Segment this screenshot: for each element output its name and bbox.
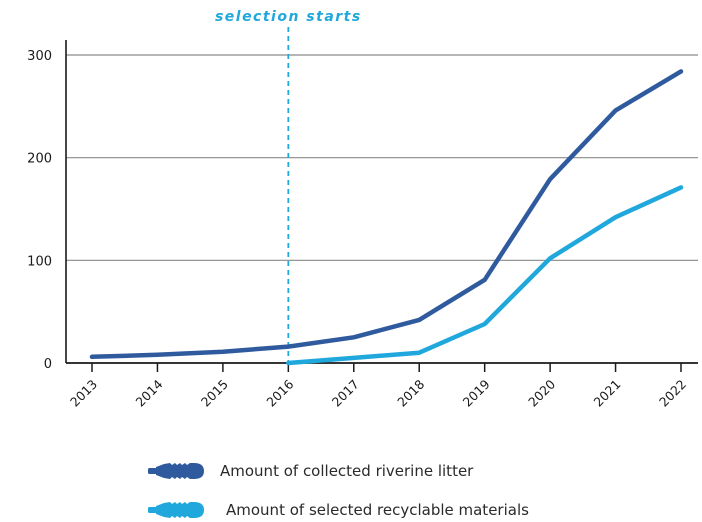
y-tick-label: 0 bbox=[44, 357, 52, 372]
legend-label-0: Amount of collected riverine litter bbox=[220, 462, 474, 480]
series-line-0 bbox=[89, 69, 684, 360]
x-tick-label: 2015 bbox=[198, 377, 231, 410]
legend-label-1: Amount of selected recyclable materials bbox=[226, 501, 529, 519]
x-tick-label: 2019 bbox=[460, 376, 493, 409]
x-tick-label: 2018 bbox=[394, 376, 427, 409]
x-tick-label: 2022 bbox=[656, 377, 689, 410]
y-axis-ticks: 0 100 200 300 bbox=[27, 49, 52, 372]
bottle-icon bbox=[148, 463, 204, 479]
selection-start-label: selection starts bbox=[215, 9, 362, 25]
x-tick-label: 2020 bbox=[525, 376, 558, 409]
x-tick-label: 2014 bbox=[132, 376, 165, 409]
x-tick-label: 2017 bbox=[329, 377, 362, 410]
legend: Amount of collected riverine litter Amoun… bbox=[148, 462, 529, 519]
y-tick-label: 100 bbox=[27, 254, 52, 269]
y-tick-label: 200 bbox=[27, 152, 52, 167]
x-tick-label: 2013 bbox=[67, 377, 100, 410]
bottle-icon bbox=[148, 502, 204, 518]
grid-lines bbox=[65, 40, 698, 363]
x-tick-label: 2021 bbox=[591, 377, 624, 410]
x-tick-label: 2016 bbox=[263, 376, 296, 409]
selection-annotation: selection starts bbox=[215, 9, 362, 363]
y-tick-label: 300 bbox=[27, 49, 52, 64]
series-lines bbox=[89, 69, 684, 366]
x-axis: 2013 2014 2015 2016 2017 2018 2019 2020 2021 2022 bbox=[66, 362, 698, 410]
